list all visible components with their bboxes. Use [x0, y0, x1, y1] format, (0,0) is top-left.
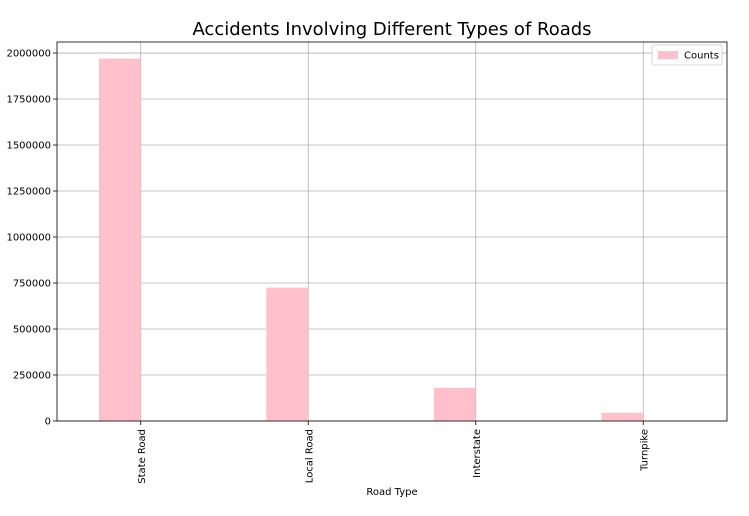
- legend: Counts: [651, 44, 723, 66]
- grid-lines: [57, 42, 727, 422]
- chart-title: Accidents Involving Different Types of R…: [192, 19, 591, 40]
- y-tick-label: 1000000: [6, 233, 51, 244]
- bar-local-road: [266, 287, 309, 421]
- x-tick-label: Local Road: [304, 429, 315, 483]
- x-tick-label: Turnpike: [639, 429, 650, 472]
- legend-label: Counts: [684, 51, 719, 62]
- bar-state-road: [98, 58, 141, 421]
- y-tick-label: 250000: [13, 371, 51, 382]
- y-tick-label: 500000: [13, 325, 51, 336]
- bars: [98, 58, 644, 421]
- y-tick-label: 0: [45, 417, 51, 428]
- legend-box: [651, 44, 723, 66]
- axes: [56, 41, 728, 422]
- x-tick-label: Interstate: [472, 429, 483, 478]
- y-tick-label: 2000000: [6, 49, 51, 60]
- bar-interstate: [433, 387, 476, 421]
- x-axis-label: Road Type: [366, 487, 417, 498]
- y-axis-ticks: 0 250000 500000 750000 1000000 1250000 1500000…: [6, 49, 57, 428]
- y-tick-label: 750000: [13, 279, 51, 290]
- y-tick-label: 1750000: [6, 95, 51, 106]
- x-tick-label: State Road: [137, 429, 148, 484]
- legend-swatch: [658, 51, 678, 59]
- y-tick-label: 1500000: [6, 141, 51, 152]
- bar-turnpike: [601, 412, 644, 421]
- plot-frame: [56, 41, 728, 422]
- y-tick-label: 1250000: [6, 187, 51, 198]
- x-axis-ticks: State Road Local Road Interstate Turnpike: [137, 421, 650, 484]
